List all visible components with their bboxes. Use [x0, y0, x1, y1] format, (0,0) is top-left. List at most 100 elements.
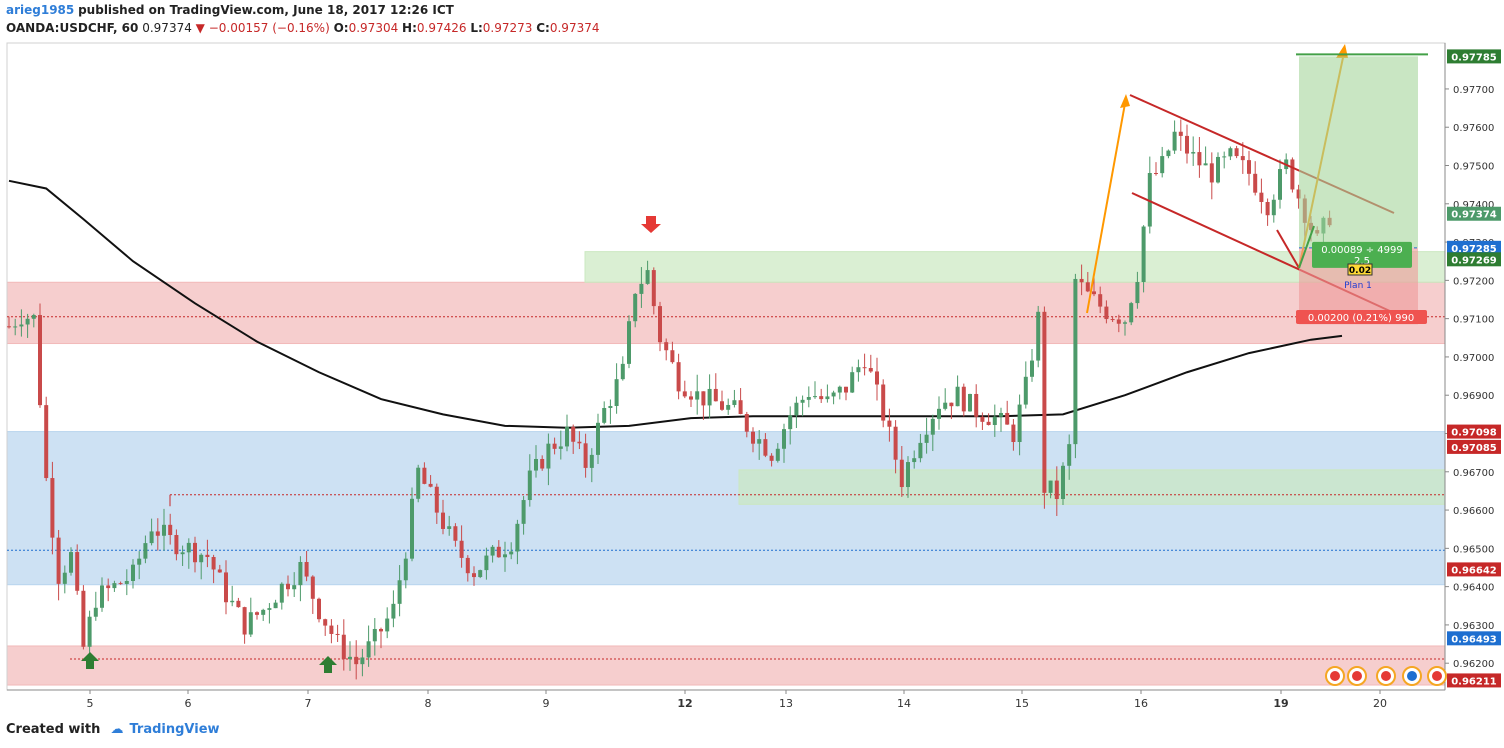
arrowhead-icon — [1120, 94, 1130, 108]
candle-body — [155, 531, 160, 536]
plan-label: Plan 1 — [1344, 281, 1372, 291]
candle-body — [391, 603, 396, 619]
candle-body — [614, 379, 619, 406]
candle-body — [1036, 311, 1041, 361]
ohlc-line: OANDA:USDCHF, 60 0.97374 ▼ −0.00157 (−0.… — [6, 21, 599, 35]
price-tag-label: 0.97285 — [1451, 244, 1497, 255]
target-label-box — [1312, 241, 1412, 268]
qty-box — [1347, 263, 1373, 276]
x-tick-label: 12 — [677, 697, 692, 710]
price-tag — [1447, 252, 1501, 267]
candle-body — [149, 531, 154, 544]
candle-body — [999, 412, 1003, 417]
created-with-label: Created with — [6, 722, 101, 737]
candle-body — [571, 426, 576, 442]
qty-label: 0.02 — [1349, 266, 1371, 276]
y-tick-label: 0.97600 — [1453, 123, 1494, 134]
candle-body — [1191, 152, 1196, 154]
candle-body — [1116, 319, 1121, 324]
candle-body — [1123, 322, 1127, 324]
candle-body — [949, 402, 954, 407]
candle-body — [397, 580, 402, 604]
footer: Created with ☁ TradingView — [6, 722, 220, 737]
candle-body — [1054, 480, 1059, 500]
candle-body — [366, 641, 371, 658]
candle-body — [230, 600, 235, 603]
candle-body — [583, 443, 588, 468]
candle-body — [211, 557, 216, 570]
candle-body — [348, 656, 352, 660]
candle-body — [676, 362, 681, 392]
candle-body — [831, 392, 836, 397]
x-tick-label: 13 — [779, 697, 793, 710]
candle-body — [782, 429, 786, 449]
candle-body — [1185, 135, 1189, 154]
tradingview-logo-icon: ☁ — [110, 722, 124, 737]
candle-body — [100, 585, 104, 608]
candle-body — [527, 470, 532, 501]
target-zone — [1299, 56, 1418, 248]
zone-lower-support — [6, 645, 1446, 686]
candle-body — [1172, 131, 1177, 151]
candle-body — [317, 598, 321, 620]
candle-body — [1073, 278, 1078, 445]
candle-body — [372, 628, 377, 642]
candle-body — [868, 368, 873, 372]
candle-body — [862, 367, 867, 369]
author-link[interactable]: arieg1985 — [6, 3, 75, 17]
candle-body — [825, 396, 830, 400]
candle-body — [887, 420, 892, 427]
price-tag — [1447, 562, 1501, 577]
y-tick-label: 0.96900 — [1453, 391, 1494, 402]
candle-body — [713, 388, 718, 402]
candle-body — [1247, 160, 1251, 174]
candle-body — [75, 552, 80, 591]
event-dot-icon — [1432, 671, 1442, 681]
candle-body — [850, 372, 855, 393]
candle-body — [236, 600, 241, 608]
price-tag-label: 0.97269 — [1451, 255, 1497, 266]
candle-body — [757, 439, 762, 444]
candle-body — [242, 607, 247, 635]
candle-body — [806, 397, 811, 400]
event-dot-icon — [1381, 671, 1391, 681]
price-change: −0.00157 (−0.16%) — [208, 21, 330, 35]
moving-average-line — [8, 179, 1343, 429]
candle-body — [1098, 294, 1103, 307]
candle-body — [379, 628, 383, 632]
buy-arrow-icon — [319, 656, 337, 673]
candle-body — [1222, 156, 1227, 158]
candle-body — [385, 618, 390, 632]
candle-body — [503, 554, 507, 558]
candle-body — [87, 616, 92, 647]
x-tick-label: 15 — [1015, 697, 1029, 710]
candle-body — [267, 608, 272, 610]
x-tick-label: 20 — [1373, 697, 1387, 710]
candle-body — [1085, 282, 1090, 292]
candle-body — [323, 619, 328, 626]
candle-body — [1110, 319, 1115, 321]
candle-body — [602, 407, 607, 423]
candle-body — [1017, 404, 1022, 442]
close-value: 0.97374 — [549, 21, 600, 35]
event-dot-icon — [1352, 671, 1362, 681]
candle-body — [893, 426, 898, 460]
candle-body — [658, 306, 662, 343]
price-tag-label: 0.96211 — [1451, 676, 1497, 687]
candle-body — [286, 583, 290, 590]
y-tick-label: 0.96600 — [1453, 506, 1494, 517]
candle-body — [961, 386, 966, 412]
tradingview-brand[interactable]: TradingView — [129, 722, 220, 737]
candle-body — [1141, 226, 1146, 283]
zone-mid-support — [6, 431, 1446, 586]
candle-body — [273, 602, 278, 609]
down-arrow-icon: ▼ — [195, 21, 205, 35]
publish-line: arieg1985 published on TradingView.com, … — [6, 3, 454, 17]
price-tag-label: 0.96493 — [1451, 634, 1497, 645]
buy-arrow-icon — [81, 652, 99, 669]
candle-body — [1147, 173, 1152, 227]
candle-body — [360, 657, 365, 665]
candle-body — [980, 416, 985, 422]
candle-body — [1253, 173, 1258, 193]
